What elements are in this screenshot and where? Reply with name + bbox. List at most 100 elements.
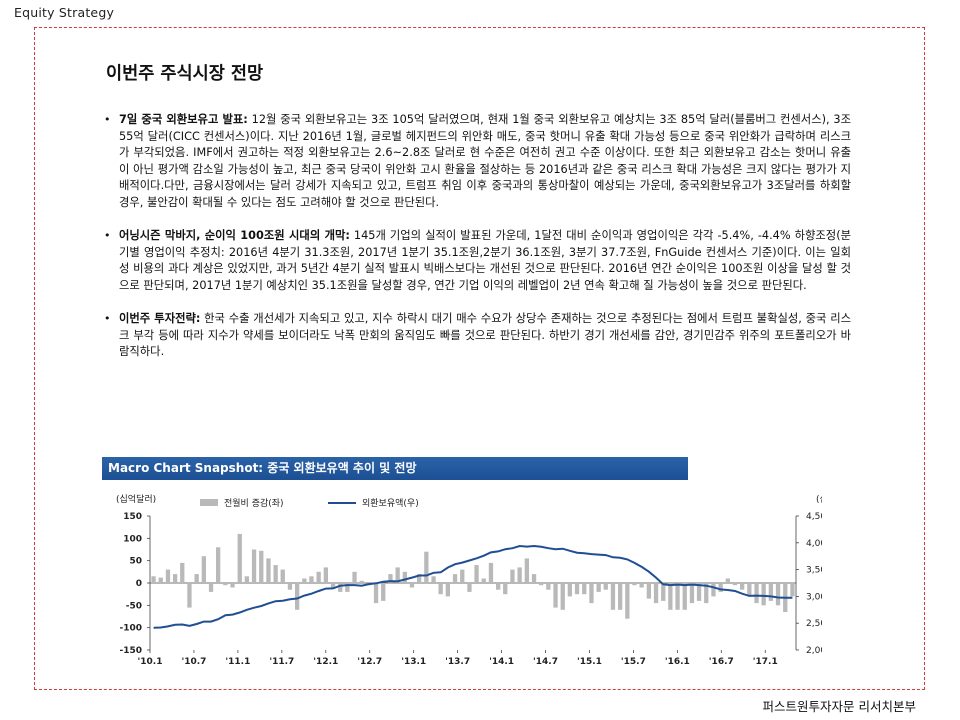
bar <box>417 574 422 583</box>
bullet-list: 7일 중국 외환보유고 발표: 12월 중국 외환보유고는 3조 105억 달러… <box>104 112 851 378</box>
right-unit-label: (십억달러) <box>816 493 822 505</box>
bullet-body: 한국 수출 개선세가 지속되고 있고, 지수 하락시 대기 매수 수요가 상당수… <box>119 312 851 358</box>
bar <box>625 583 630 619</box>
x-tick-label: '12.7 <box>357 657 382 667</box>
bar <box>424 551 429 583</box>
right-tick-label: 2,500 <box>806 619 822 629</box>
bar <box>704 583 709 604</box>
left-tick-label: -50 <box>126 601 142 611</box>
right-tick-label: 4,500 <box>806 512 822 522</box>
bar <box>488 562 494 583</box>
bar <box>316 571 321 583</box>
x-tick-label: '12.1 <box>313 657 338 667</box>
chart-banner: Macro Chart Snapshot: 중국 외환보유액 추이 및 전망 <box>102 457 688 480</box>
bar <box>402 571 407 583</box>
left-tick-label: -100 <box>119 624 142 634</box>
bar <box>244 576 249 583</box>
left-unit-label: (십억달러) <box>116 493 156 505</box>
left-tick-label: 150 <box>123 512 142 522</box>
bar <box>230 583 235 588</box>
bar <box>567 583 572 597</box>
content-frame <box>34 27 925 690</box>
bar <box>409 583 415 588</box>
left-tick-label: 100 <box>123 534 142 544</box>
bar <box>237 533 242 583</box>
bar <box>725 578 730 583</box>
legend-bar-swatch <box>200 499 218 506</box>
bar <box>610 583 616 610</box>
bar <box>718 583 723 592</box>
bar <box>295 583 300 610</box>
bar <box>682 583 687 610</box>
bar <box>165 569 171 583</box>
bar <box>438 583 443 595</box>
bar <box>732 583 738 586</box>
bar <box>395 567 400 583</box>
x-tick-label: '15.1 <box>577 657 602 667</box>
x-tick-label: '10.1 <box>138 657 163 667</box>
bullet-body: 145개 기업의 실적이 발표된 가운데, 1달전 대비 순이익과 영업이익은 … <box>119 229 851 292</box>
bar <box>531 574 537 583</box>
bar <box>173 574 178 583</box>
bar <box>696 583 702 601</box>
bar <box>481 578 486 583</box>
bar <box>775 583 781 606</box>
bar <box>309 576 314 583</box>
bar <box>582 583 587 595</box>
bar <box>618 583 623 610</box>
bar <box>280 569 285 583</box>
bar <box>201 556 206 583</box>
bar <box>345 583 350 592</box>
x-tick-label: '14.1 <box>489 657 514 667</box>
right-tick-label: 2,000 <box>806 646 822 656</box>
x-tick-label: '11.1 <box>225 657 250 667</box>
bar <box>661 583 666 601</box>
bar <box>768 583 773 601</box>
x-tick-label: '15.7 <box>621 657 646 667</box>
bar <box>560 583 565 610</box>
bar <box>273 565 278 583</box>
footer-credit: 퍼스트원투자자문 리서치본부 <box>762 699 916 714</box>
bar <box>524 558 529 583</box>
legend-line-label: 외환보유액(우) <box>362 497 419 509</box>
bar <box>338 583 343 592</box>
bullet-lead: 이번주 투자전략: <box>119 312 201 325</box>
bar <box>330 583 336 588</box>
bar <box>646 583 651 599</box>
bar <box>574 583 580 595</box>
bar <box>302 578 307 583</box>
bar <box>158 577 163 583</box>
x-tick-label: '13.1 <box>401 657 426 667</box>
legend-bar-label: 전월비 증감(좌) <box>224 497 284 509</box>
bar <box>259 550 264 583</box>
bar <box>553 583 558 608</box>
left-tick-label: 50 <box>129 557 142 567</box>
bar <box>251 549 257 583</box>
right-tick-label: 3,500 <box>806 566 822 576</box>
fx-reserve-chart: (십억달러) (십억달러) 전월비 증감(좌) 외환보유액(우) 150 100 50 0 -5… <box>116 493 822 667</box>
bar <box>452 574 458 583</box>
right-tick-label: 3,000 <box>806 592 822 602</box>
x-tick-label: '10.7 <box>181 657 206 667</box>
bar <box>223 583 228 586</box>
x-tick-label: '11.7 <box>269 657 294 667</box>
bar <box>359 580 364 583</box>
bullet-lead: 어닝시즌 막바지, 순이익 100조원 시대의 개막: <box>119 229 350 242</box>
bar <box>474 565 479 583</box>
bar <box>596 583 601 592</box>
bar <box>208 583 214 592</box>
bullet-body: 12월 중국 외환보유고는 3조 105억 달러였으며, 현재 1월 중국 외환… <box>119 113 851 209</box>
bar <box>675 583 680 610</box>
bar <box>747 583 752 597</box>
bar <box>754 583 759 604</box>
bar <box>517 567 522 583</box>
bar <box>668 583 673 610</box>
page-title: 이번주 주식시장 전망 <box>106 64 264 84</box>
right-tick-label: 4,000 <box>806 539 822 549</box>
bar <box>151 576 156 583</box>
bar <box>216 547 221 583</box>
bar <box>194 574 199 583</box>
bar <box>180 562 185 583</box>
bar <box>546 583 551 590</box>
bar <box>287 583 293 590</box>
